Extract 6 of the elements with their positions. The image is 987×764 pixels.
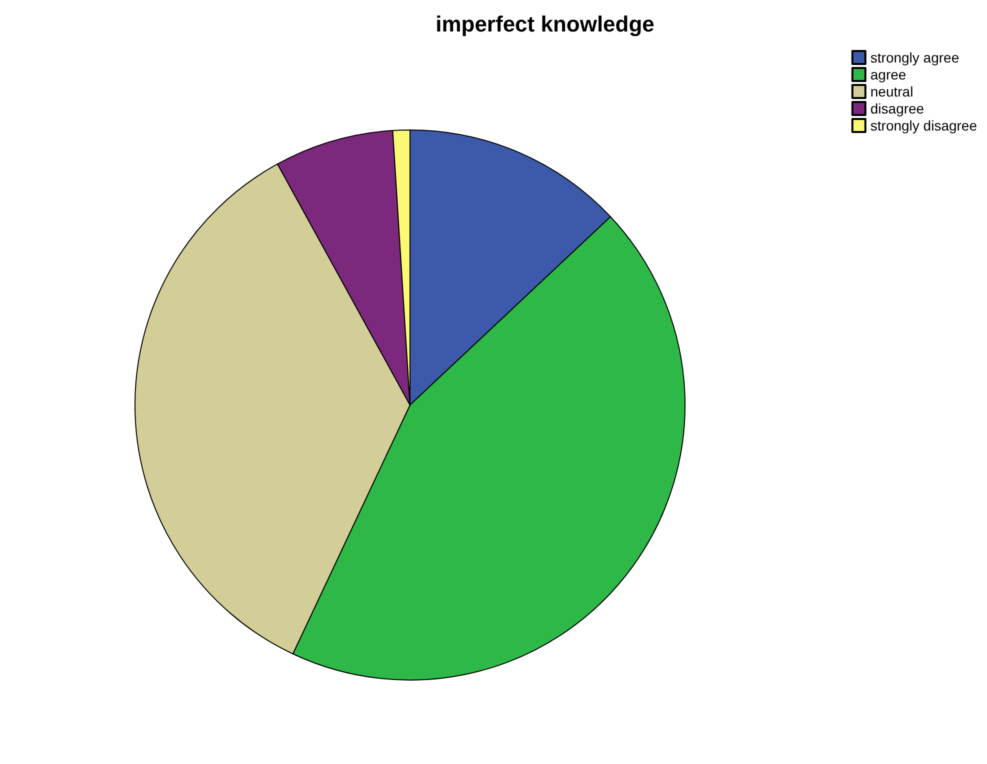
chart-title: imperfect knowledge: [436, 12, 654, 36]
legend-label: strongly agree: [870, 50, 960, 66]
legend-label: disagree: [870, 100, 924, 116]
legend-label: neutral: [870, 84, 914, 100]
legend-label: strongly disagree: [870, 118, 978, 134]
legend-label: agree: [870, 66, 906, 82]
